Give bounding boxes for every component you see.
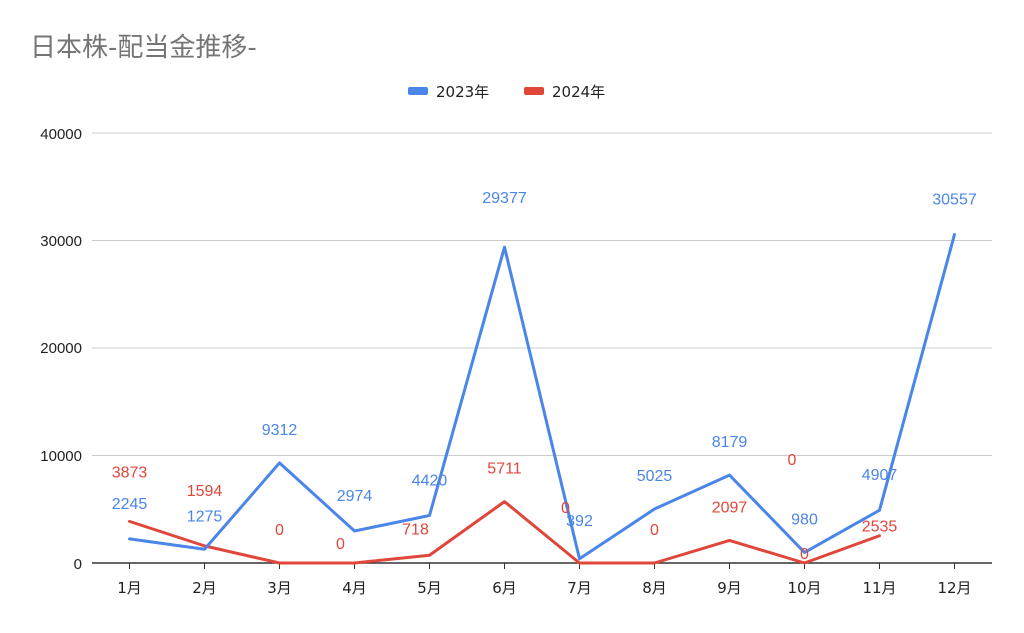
data-label-2023: 8179	[712, 434, 748, 451]
legend-swatch-2024	[524, 87, 544, 95]
x-tick-label: 12月	[937, 579, 971, 597]
data-label-2023: 2245	[112, 496, 148, 513]
data-label-2023: 1275	[187, 508, 223, 525]
data-label-2024: 1594	[187, 483, 223, 500]
gridlines	[92, 132, 992, 456]
x-tick-label: 4月	[342, 579, 367, 597]
chart-title: 日本株-配当金推移-	[30, 33, 257, 63]
x-axis: 1月 2月 3月 4月 5月 6月 7月 8月 9月 10月 11月 12月	[92, 562, 992, 597]
data-label-2024: 718	[402, 521, 429, 538]
legend-label-2023: 2023年	[436, 83, 489, 101]
data-label-2024: 2535	[862, 519, 898, 536]
data-label-2024: 5711	[487, 461, 522, 478]
data-label-2023: 4420	[412, 472, 448, 489]
y-tick-label: 20000	[40, 340, 82, 357]
data-label-2024: 0	[561, 500, 570, 517]
data-label-2023: 980	[791, 511, 818, 528]
x-tick-label: 10月	[787, 579, 821, 597]
x-tick-label: 8月	[642, 579, 667, 597]
data-label-2024: 3873	[112, 464, 148, 481]
data-label-2024-extra: 0	[788, 452, 797, 469]
y-tick-label: 10000	[40, 448, 82, 465]
data-label-2023: 5025	[637, 468, 673, 485]
x-tick-label: 6月	[492, 579, 517, 597]
data-labels: 0 2245 1275 9312 2974 4420 29377 392 5025 8179 98…	[112, 190, 977, 563]
data-label-2023: 30557	[932, 192, 977, 209]
data-label-2023: 4907	[862, 467, 898, 484]
x-tick-label: 9月	[717, 579, 742, 597]
data-label-2023: 392	[566, 513, 593, 530]
data-label-2024: 0	[275, 522, 284, 539]
data-label-2023: 9312	[262, 422, 298, 439]
series-line-2023	[128, 233, 956, 561]
data-label-2024: 0	[336, 536, 345, 553]
legend: 2023年 2024年	[408, 83, 605, 101]
x-tick-label: 7月	[567, 579, 592, 597]
series-lines	[128, 233, 956, 565]
data-label-2024: 0	[650, 522, 659, 539]
series-line-2024	[128, 500, 881, 565]
x-tick-label: 1月	[117, 579, 142, 597]
data-label-2023: 29377	[482, 190, 527, 207]
x-tick-label: 2月	[192, 579, 217, 597]
x-tick-label: 3月	[267, 579, 292, 597]
x-tick-label: 5月	[417, 579, 442, 597]
legend-label-2024: 2024年	[552, 83, 605, 101]
y-tick-label: 30000	[40, 233, 82, 250]
x-tick-label: 11月	[862, 579, 896, 597]
legend-swatch-2023	[408, 87, 428, 95]
y-axis: 0 10000 20000 30000 40000	[40, 126, 82, 573]
data-label-2023: 2974	[337, 488, 373, 505]
y-tick-label: 0	[74, 556, 82, 573]
y-tick-label: 40000	[40, 126, 82, 143]
data-label-2024: 2097	[712, 499, 748, 516]
data-label-2024: 0	[800, 546, 809, 563]
